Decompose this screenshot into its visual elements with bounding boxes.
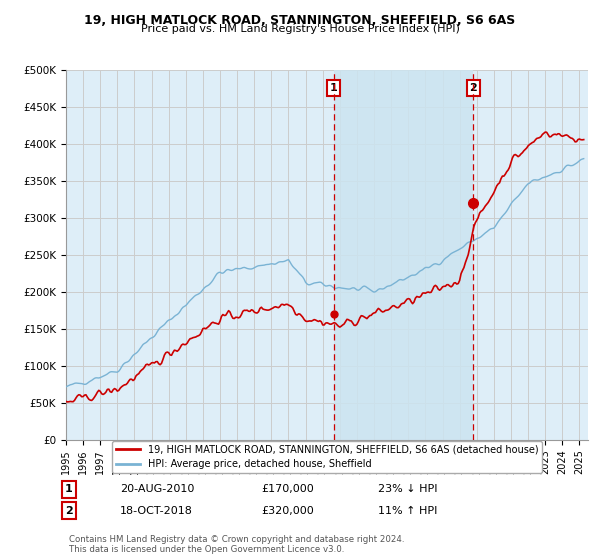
Text: 11% ↑ HPI: 11% ↑ HPI [378,506,437,516]
Text: Price paid vs. HM Land Registry's House Price Index (HPI): Price paid vs. HM Land Registry's House … [140,24,460,34]
Text: 1: 1 [65,484,73,494]
Legend: 19, HIGH MATLOCK ROAD, STANNINGTON, SHEFFIELD, S6 6AS (detached house), HPI: Ave: 19, HIGH MATLOCK ROAD, STANNINGTON, SHEF… [112,441,542,473]
Text: 2: 2 [469,83,477,93]
Text: £320,000: £320,000 [261,506,314,516]
Text: Contains HM Land Registry data © Crown copyright and database right 2024.
This d: Contains HM Land Registry data © Crown c… [69,535,404,554]
Text: 20-AUG-2010: 20-AUG-2010 [120,484,194,494]
Text: 23% ↓ HPI: 23% ↓ HPI [378,484,437,494]
Text: 18-OCT-2018: 18-OCT-2018 [120,506,193,516]
Text: 2: 2 [65,506,73,516]
Bar [334,70,473,440]
Text: £170,000: £170,000 [261,484,314,494]
Text: 19, HIGH MATLOCK ROAD, STANNINGTON, SHEFFIELD, S6 6AS: 19, HIGH MATLOCK ROAD, STANNINGTON, SHEF… [85,14,515,27]
Text: 1: 1 [329,83,337,93]
